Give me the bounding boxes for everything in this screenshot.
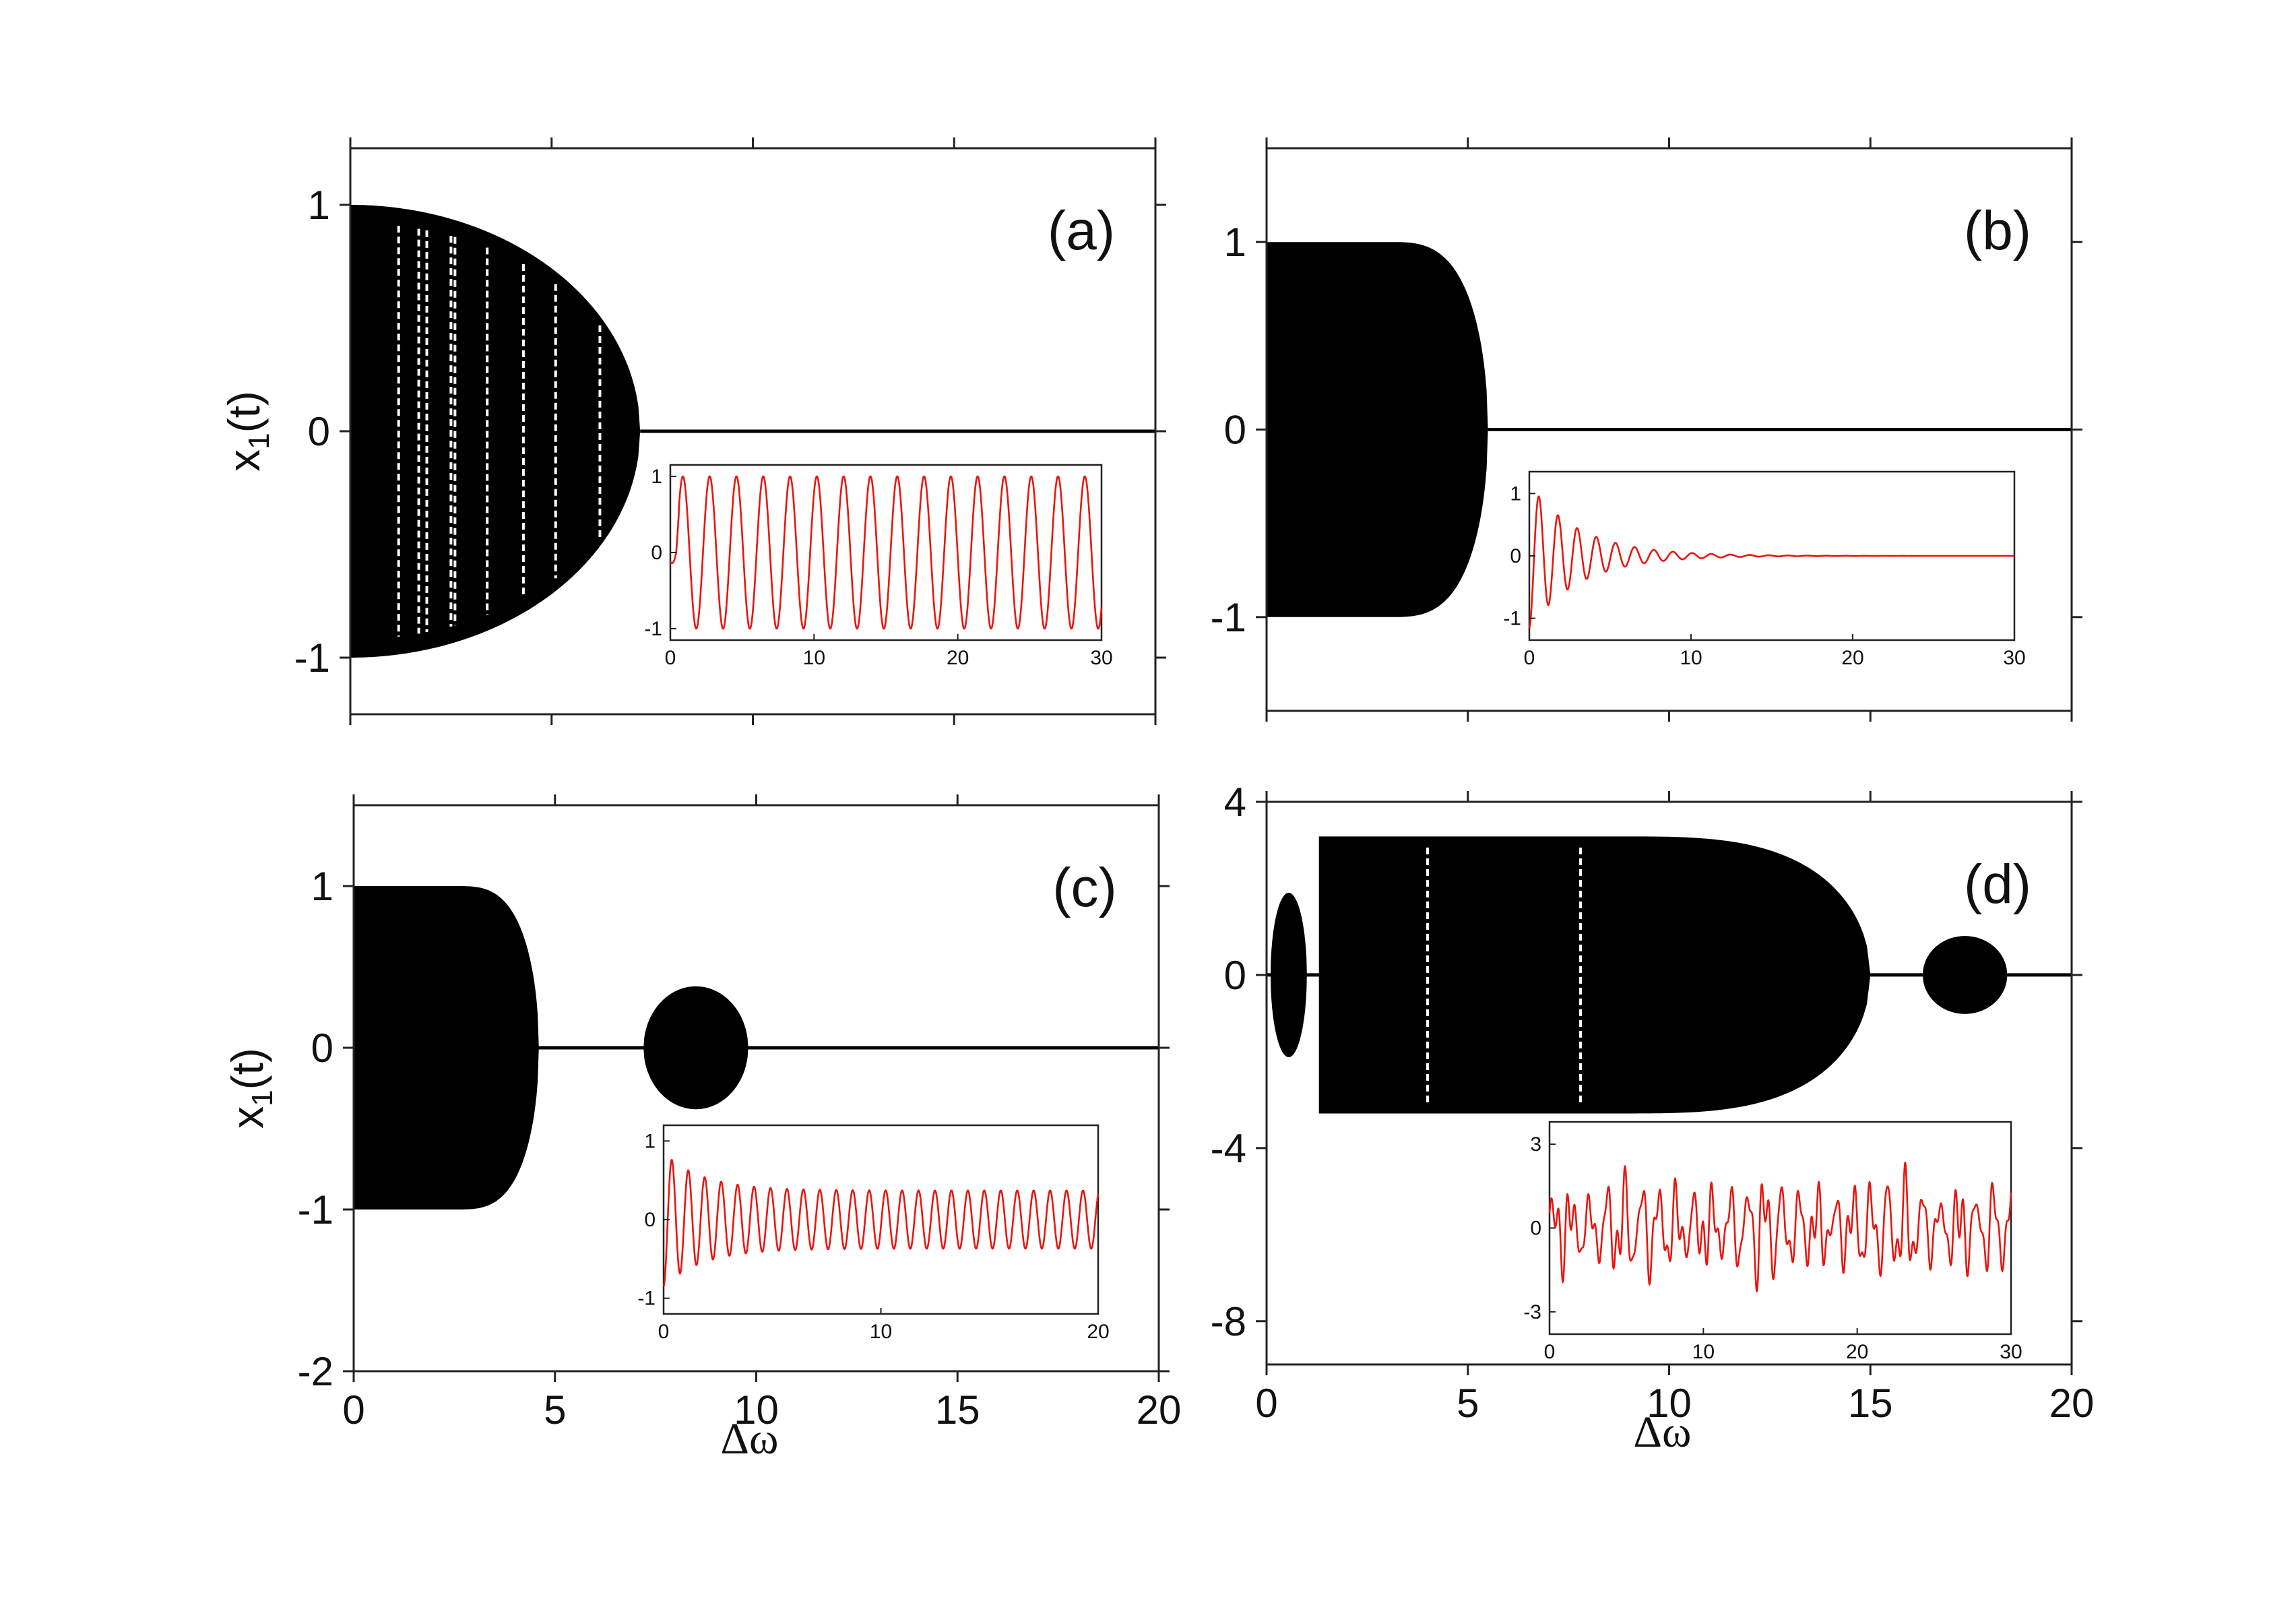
panel-d: 0 5 10 15 20-8-404(d)Δω0 10 20 30-303 xyxy=(1211,780,2095,1457)
panel-label: (b) xyxy=(1964,200,2031,261)
inset-y-tick-label: -1 xyxy=(637,1288,656,1310)
inset-x-tick-label: 10 xyxy=(803,647,825,669)
inset-c: 0 10 20-101 xyxy=(637,1124,1110,1343)
time-series-line xyxy=(669,475,1103,630)
inset-x-tick-label: 10 xyxy=(870,1321,892,1343)
panel-label: (d) xyxy=(1964,854,2031,915)
inset-x-tick-label: 30 xyxy=(2000,1341,2022,1363)
oscillation-region-1 xyxy=(1267,242,1488,617)
inset-x-tick-label: 10 xyxy=(1680,647,1702,669)
y-tick-label: 0 xyxy=(1224,953,1246,998)
y-tick-label: -8 xyxy=(1211,1299,1246,1344)
x-tick-label: 0 xyxy=(342,1387,364,1433)
y-tick-label: 0 xyxy=(311,1026,333,1071)
inset-x-tick-label: 0 xyxy=(1524,647,1535,669)
y-tick-label: -1 xyxy=(294,635,330,681)
panel-label: (a) xyxy=(1048,200,1115,261)
inset-b: 0 10 20 30-101 xyxy=(1503,470,2026,669)
inset-x-tick-label: 0 xyxy=(1544,1341,1556,1363)
inset-y-tick-label: -1 xyxy=(1503,608,1521,630)
inset-x-tick-label: 20 xyxy=(947,647,969,669)
inset-x-tick-label: 10 xyxy=(1692,1341,1715,1363)
inset-y-tick-label: 1 xyxy=(1510,482,1521,505)
panel-a: -101 (a)x1(t)0 10 20 30-101 xyxy=(219,137,1166,725)
inset-x-tick-label: 20 xyxy=(1087,1321,1109,1343)
y-tick-label: -1 xyxy=(298,1187,333,1232)
oscillation-region-1 xyxy=(350,205,641,658)
y-axis-label: x1(t) xyxy=(222,1048,279,1129)
inset-x-tick-label: 20 xyxy=(1841,647,1863,669)
x-tick-label: 5 xyxy=(544,1387,566,1433)
x-tick-label: 20 xyxy=(2049,1381,2095,1426)
inset-y-tick-label: 0 xyxy=(651,542,662,564)
x-tick-label: 10 xyxy=(734,1387,779,1433)
panel-b: -101 (b)0 10 20 30-101 xyxy=(1211,137,2082,722)
inset-y-tick-label: -1 xyxy=(644,618,662,640)
inset-x-tick-label: 30 xyxy=(2003,647,2025,669)
figure-layer: -101 (a)x1(t)0 10 20 30-101-101 (b)0 10 20 30-10… xyxy=(219,137,2094,1464)
inset-y-tick-label: 0 xyxy=(644,1209,656,1231)
x-axis-label: Δω xyxy=(721,1414,779,1464)
x-axis-label: Δω xyxy=(1634,1408,1692,1457)
inset-y-tick-label: 1 xyxy=(644,1130,656,1152)
x-tick-label: 15 xyxy=(1848,1381,1893,1426)
y-tick-label: -2 xyxy=(298,1349,333,1394)
inset-y-tick-label: 0 xyxy=(1510,545,1521,567)
inset-y-tick-label: 0 xyxy=(1530,1218,1541,1240)
inset-x-tick-label: 0 xyxy=(665,647,676,669)
panel-c: 0 5 10 15 20-2-101 (c)x1(t)Δω0 10 20-101 xyxy=(222,794,1181,1464)
inset-d: 0 10 20 30-303 xyxy=(1523,1121,2022,1363)
y-tick-label: 0 xyxy=(308,409,330,454)
x-tick-label: 5 xyxy=(1457,1381,1479,1426)
panel-label: (c) xyxy=(1052,857,1117,918)
inset-y-tick-label: 1 xyxy=(651,466,662,488)
y-tick-label: -4 xyxy=(1211,1126,1246,1171)
y-tick-label: -1 xyxy=(1211,595,1246,640)
y-tick-label: 1 xyxy=(308,183,330,228)
time-series-line xyxy=(1528,495,2014,629)
x-tick-label: 10 xyxy=(1647,1381,1692,1426)
x-tick-label: 0 xyxy=(1255,1381,1277,1426)
y-tick-label: 1 xyxy=(311,864,333,909)
y-tick-label: 0 xyxy=(1224,408,1246,453)
y-tick-label: 1 xyxy=(1224,220,1246,265)
inset-frame xyxy=(669,464,1103,641)
inset-frame xyxy=(1548,1121,2012,1335)
inset-a: 0 10 20 30-101 xyxy=(644,464,1113,669)
inset-y-tick-label: 3 xyxy=(1530,1133,1541,1156)
x-tick-label: 15 xyxy=(935,1387,980,1433)
inset-x-tick-label: 0 xyxy=(658,1321,670,1343)
y-axis-label: x1(t) xyxy=(219,391,276,472)
y-tick-label: 4 xyxy=(1224,780,1246,825)
inset-x-tick-label: 30 xyxy=(1090,647,1112,669)
time-series-line xyxy=(1548,1162,2012,1293)
inset-x-tick-label: 20 xyxy=(1846,1341,1868,1363)
x-tick-label: 20 xyxy=(1137,1387,1182,1433)
time-series-line xyxy=(662,1158,1099,1287)
inset-y-tick-label: -3 xyxy=(1523,1301,1541,1323)
